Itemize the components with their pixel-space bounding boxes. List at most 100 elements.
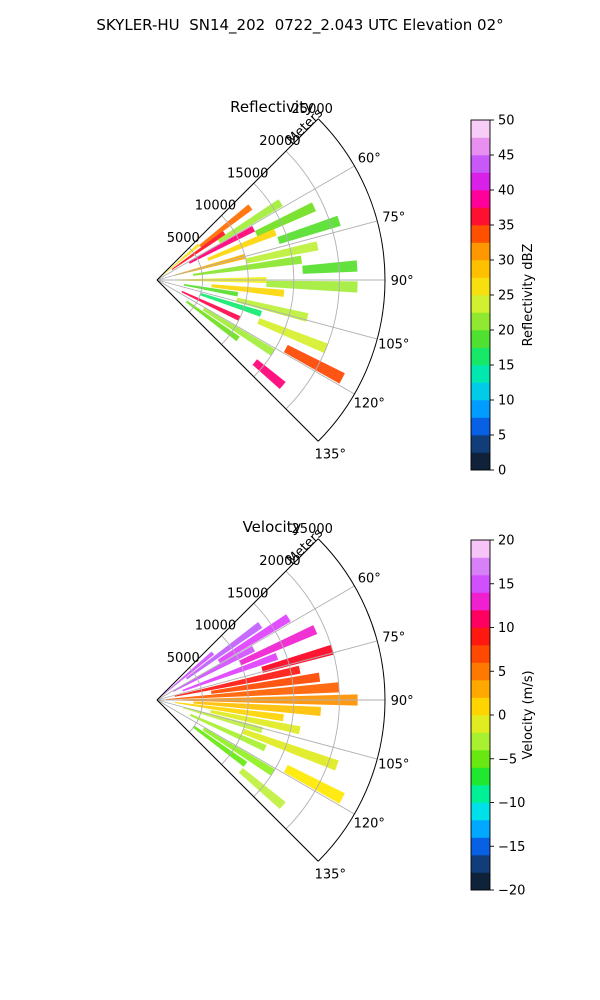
velocity-colorbar-segment: [471, 872, 490, 891]
reflectivity-angle-tick-label: 75°: [382, 211, 405, 226]
reflectivity-cell: [202, 307, 275, 356]
reflectivity-colorbar-segment: [471, 225, 490, 243]
reflectivity-cell: [266, 280, 358, 293]
reflectivity-colorbar-tick-label: 20: [498, 324, 515, 339]
velocity-colorbar: −20 −15 −10 −5 0 5 10 15 20 Velocity (m/s): [470, 534, 536, 899]
velocity-colorbar-tick-label: −5: [498, 752, 517, 767]
reflectivity-radial-tick-label: 20000: [259, 134, 300, 149]
velocity-angle-tick-label: 60°: [358, 571, 381, 586]
reflectivity-colorbar-segment: [471, 120, 490, 138]
velocity-colorbar-segment: [471, 592, 490, 611]
velocity-spoke: [156, 699, 378, 760]
velocity-colorbar-segment: [471, 645, 490, 663]
reflectivity-colorbar-segment: [471, 452, 490, 471]
velocity-cell: [283, 764, 345, 804]
reflectivity-colorbar-segment: [471, 172, 490, 191]
reflectivity-colorbar-tick-label: 40: [498, 184, 515, 199]
velocity-colorbar-segment: [471, 820, 490, 838]
reflectivity-colorbar-tick-label: 30: [498, 254, 515, 269]
velocity-cell: [193, 701, 322, 717]
reflectivity-spoke: [156, 220, 378, 281]
reflectivity-radial-tick-label: 25000: [292, 102, 333, 117]
reflectivity-colorbar-segment: [471, 207, 490, 226]
velocity-angle-tick-label: 120°: [354, 817, 385, 832]
reflectivity-cell: [183, 284, 239, 297]
velocity-cell: [239, 625, 318, 666]
velocity-colorbar-segment: [471, 610, 490, 628]
reflectivity-cell: [257, 318, 328, 354]
reflectivity-angle-tick-label: 135°: [315, 447, 346, 462]
velocity-radial-tick-label: 5000: [167, 651, 200, 666]
velocity-cell: [160, 651, 215, 698]
velocity-spoke: [156, 585, 355, 701]
reflectivity-cell: [302, 260, 358, 274]
reflectivity-colorbar-segment: [471, 435, 490, 453]
reflectivity-outer-arc: [317, 118, 386, 442]
reflectivity-title: Reflectivity: [230, 98, 314, 116]
reflectivity-angle-tick-label: 90°: [391, 274, 414, 289]
reflectivity-cell: [252, 359, 286, 389]
velocity-colorbar-tick-label: 20: [498, 534, 515, 549]
reflectivity-spoke: [156, 279, 355, 395]
reflectivity-cell: [185, 300, 240, 342]
reflectivity-radial-tick-label: 15000: [227, 166, 268, 181]
velocity-edge-right: [156, 699, 319, 862]
reflectivity-cell: [199, 292, 262, 317]
reflectivity-colorbar-segment: [471, 260, 490, 278]
velocity-colorbar-segment: [471, 767, 490, 786]
reflectivity-spoke: [156, 165, 355, 281]
reflectivity-colorbar-segment: [471, 295, 490, 313]
velocity-cell: [185, 622, 263, 680]
figure-title: SKYLER-HU SN14_202 0722_2.043 UTC Elevat…: [96, 16, 504, 34]
reflectivity-colorbar-segment: [471, 312, 490, 331]
reflectivity-colorbar-tick-label: 50: [498, 114, 515, 129]
velocity-colorbar-tick-label: 10: [498, 621, 515, 636]
reflectivity-colorbar-segment: [471, 400, 490, 418]
velocity-cell: [202, 727, 275, 776]
reflectivity-cell: [254, 202, 317, 237]
velocity-colorbar-tick-label: −15: [498, 840, 525, 855]
velocity-colorbar-segment: [471, 540, 490, 558]
velocity-colorbar-segment: [471, 715, 490, 733]
velocity-radial-tick-label: 15000: [227, 586, 268, 601]
reflectivity-angle-tick-label: 60°: [358, 151, 381, 166]
velocity-colorbar-segment: [471, 750, 490, 768]
reflectivity-colorbar-segment: [471, 277, 490, 296]
velocity-colorbar-label: Velocity (m/s): [521, 670, 536, 759]
velocity-title: Velocity: [243, 518, 302, 536]
velocity-colorbar-segment: [471, 680, 490, 698]
velocity-radial-tick-label: 20000: [259, 554, 300, 569]
reflectivity-colorbar-segment: [471, 347, 490, 366]
reflectivity-spoke: [156, 279, 378, 340]
reflectivity-cell: [217, 199, 283, 244]
velocity-cell: [193, 725, 248, 767]
reflectivity-angle-tick-label: 120°: [354, 397, 385, 412]
reflectivity-colorbar-segment: [471, 330, 490, 348]
reflectivity-cell: [207, 228, 277, 261]
reflectivity-colorbar-tick-label: 45: [498, 149, 515, 164]
reflectivity-cell: [171, 231, 226, 270]
reflectivity-radial-tick-label: 5000: [167, 231, 200, 246]
velocity-cell: [183, 706, 263, 734]
reflectivity-cell: [160, 243, 200, 278]
velocity-colorbar-segment: [471, 627, 490, 646]
velocity-spoke: [156, 699, 355, 815]
reflectivity-edge-left: [156, 118, 319, 281]
reflectivity-colorbar-segment: [471, 155, 490, 173]
velocity-frame: [156, 538, 386, 862]
velocity-cell: [174, 665, 301, 697]
velocity-angle-tick-label: 135°: [315, 867, 346, 882]
velocity-colorbar-tick-label: 0: [498, 709, 506, 724]
velocity-cell: [189, 713, 267, 752]
velocity-colorbar-tick-label: 15: [498, 577, 515, 592]
velocity-cell: [166, 682, 340, 700]
velocity-angle-tick-label: 90°: [391, 694, 414, 709]
reflectivity-radial-tick-label: 10000: [195, 199, 236, 214]
reflectivity-frame: [156, 118, 386, 442]
reflectivity-colorbar-segment: [471, 137, 490, 156]
reflectivity-angle-tick-label: 105°: [378, 337, 409, 352]
reflectivity-colorbar-tick-label: 25: [498, 289, 515, 304]
reflectivity-colorbar-tick-label: 15: [498, 359, 515, 374]
reflectivity-cell: [181, 290, 241, 321]
